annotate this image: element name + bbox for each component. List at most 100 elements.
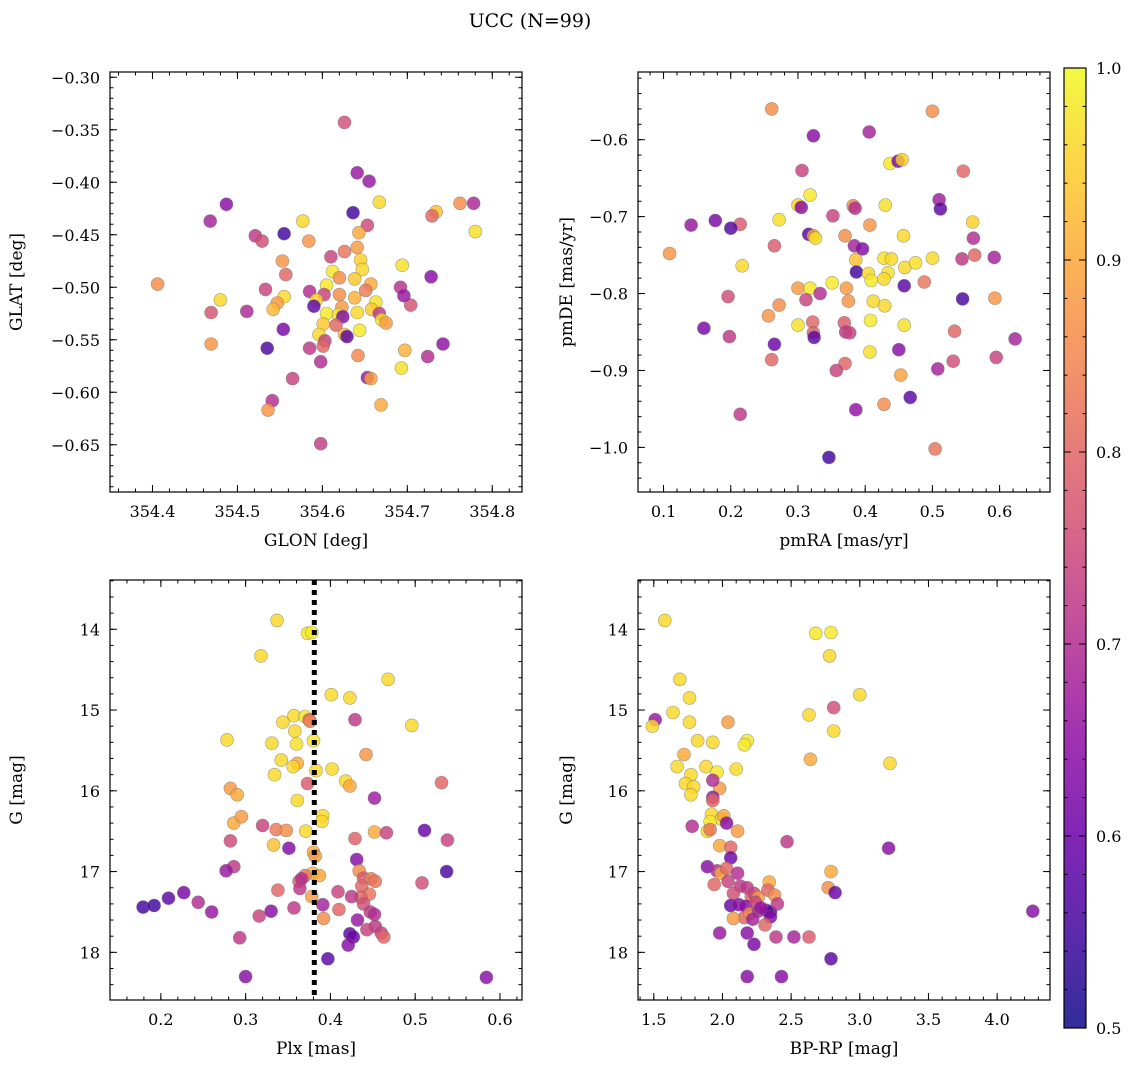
y-tick-label: −0.8 <box>589 285 628 304</box>
scatter-point <box>747 937 761 952</box>
ticks: 1.5 2.0 2.5 3.0 3.5 4.0 14 15 16 17 18 <box>608 580 1050 1029</box>
scatter-point <box>479 970 494 985</box>
x-tick-label: 0.6 <box>487 1010 512 1029</box>
y-axis-label: GLAT [deg] <box>7 233 27 331</box>
scatter-point <box>955 292 970 306</box>
scatter-point <box>147 898 161 913</box>
panel-pmra-pmde: 0.1 0.2 0.3 0.4 0.5 0.6 −0.6 −0.7 −0.8 −0.9 −1.0 pm… <box>557 71 1051 551</box>
scatter-point <box>352 323 367 338</box>
scatter-point <box>204 337 218 351</box>
panel-plx-g: 0.2 0.3 0.4 0.5 0.6 14 15 16 17 18 Plx [mas] G [mag… <box>7 579 523 1059</box>
scatter-point <box>298 824 313 839</box>
scatter-point <box>740 969 755 984</box>
scatter-point <box>358 283 373 298</box>
colorbar-gradient <box>1064 68 1086 1028</box>
x-tick-label: 3.0 <box>847 1010 872 1029</box>
scatter-point <box>287 901 301 915</box>
y-tick-label: 14 <box>80 620 100 639</box>
scatter-point <box>881 841 896 856</box>
scatter-point <box>877 298 892 313</box>
scatter-point <box>758 918 772 932</box>
scatter-point <box>855 242 870 256</box>
scatter-point <box>839 281 854 296</box>
scatter-point <box>930 362 945 376</box>
y-axis-label: pmDE [mas/yr] <box>557 217 577 347</box>
scatter-point <box>764 102 779 116</box>
scatter-point <box>947 324 962 339</box>
scatter-point <box>729 762 744 776</box>
scatter-point <box>877 397 891 412</box>
x-tick-label: 1.5 <box>641 1010 666 1029</box>
scatter-point <box>363 371 378 386</box>
scatter-point <box>436 337 450 351</box>
y-tick-label: −0.35 <box>51 121 100 140</box>
scatter-point <box>276 322 291 337</box>
scatter-point <box>329 318 343 332</box>
scatter-point <box>825 275 840 290</box>
scatter-point <box>726 886 741 901</box>
scatter-point <box>204 305 218 320</box>
scatter-point <box>684 787 698 802</box>
scatter-point <box>848 252 863 267</box>
scatter-points <box>662 102 1022 465</box>
panel-bprp-g: 1.5 2.0 2.5 3.0 3.5 4.0 14 15 16 17 18 BP-RP [mag] G… <box>557 579 1051 1059</box>
scatter-point <box>848 201 862 215</box>
scatter-point <box>933 202 948 216</box>
ticks: 354.4 354.5 354.6 354.7 354.8 −0.30 −0.35 −0.40… <box>51 68 522 521</box>
scatter-point <box>315 814 329 829</box>
scatter-point <box>266 302 280 317</box>
x-tick-label: 0.1 <box>651 502 676 521</box>
scatter-point <box>440 833 455 847</box>
colorbar-tick-label: 1.0 <box>1096 59 1121 78</box>
scatter-point <box>359 747 373 762</box>
scatter-point <box>824 864 838 879</box>
y-axis-label: G [mag] <box>557 755 577 824</box>
scatter-point <box>719 816 734 830</box>
scatter-point <box>666 705 680 720</box>
scatter-point <box>295 214 310 228</box>
scatter-point <box>307 299 321 314</box>
scatter-point <box>466 196 481 211</box>
scatter-point <box>415 876 429 890</box>
scatter-point <box>730 824 745 839</box>
scatter-point <box>313 354 328 369</box>
scatter-point <box>802 708 816 722</box>
scatter-point <box>737 737 752 752</box>
scatter-point <box>331 884 345 899</box>
scatter-point <box>379 316 393 330</box>
x-tick-label: 0.5 <box>402 1010 427 1029</box>
scatter-point <box>362 174 376 188</box>
x-tick-label: 354.5 <box>215 502 261 521</box>
x-tick-label: 0.2 <box>148 1010 173 1029</box>
scatter-point <box>903 390 918 405</box>
scatter-point <box>355 262 370 277</box>
scatter-point <box>723 221 738 235</box>
x-axis-label: Plx [mas] <box>276 1039 356 1059</box>
scatter-point <box>726 911 741 926</box>
scatter-point <box>799 292 813 307</box>
scatter-point <box>350 913 365 927</box>
y-tick-label: −1.0 <box>589 438 628 457</box>
scatter-point <box>1026 904 1040 919</box>
scatter-point <box>721 715 735 730</box>
scatter-point <box>265 736 279 751</box>
scatter-point <box>293 881 307 896</box>
scatter-point <box>767 239 782 253</box>
scatter-point <box>278 267 293 282</box>
scatter-point <box>177 885 191 900</box>
scatter-point <box>161 891 176 906</box>
scatter-point <box>315 897 330 912</box>
scatter-point <box>468 224 483 239</box>
scatter-point <box>822 649 837 663</box>
x-axis-label: BP-RP [mag] <box>790 1039 899 1059</box>
axes-frame <box>109 71 523 493</box>
scatter-point <box>895 152 909 167</box>
scatter-point <box>347 290 362 305</box>
scatter-point <box>917 275 932 289</box>
scatter-point <box>826 700 841 715</box>
scatter-point <box>350 305 365 320</box>
scatter-point <box>150 277 165 291</box>
scatter-point <box>928 442 942 456</box>
scatter-point <box>367 825 382 839</box>
